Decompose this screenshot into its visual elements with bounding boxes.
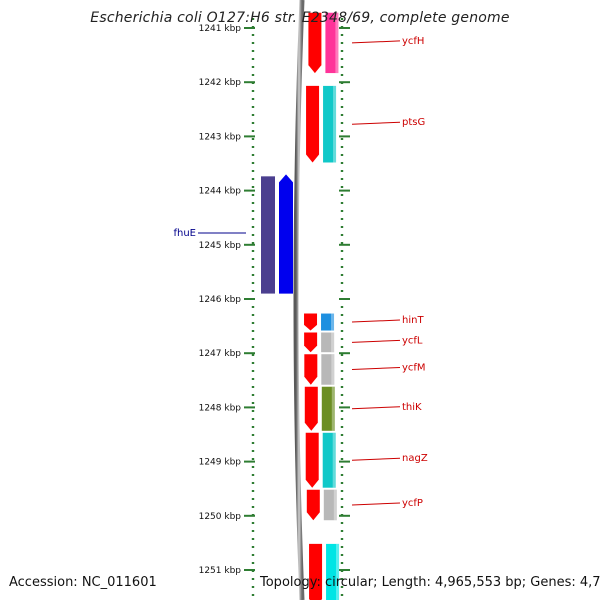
gene-arrow-forward — [306, 489, 320, 521]
gene-label-leader — [351, 121, 401, 125]
gene-label-leader — [351, 40, 401, 44]
gene-label-ycfM: ycfM — [402, 362, 426, 373]
tick-label: 1249 kbp — [199, 458, 242, 468]
gene-cog-block — [321, 313, 335, 331]
gene-cog-block — [321, 332, 335, 353]
gene-cog-block — [321, 386, 335, 431]
gene-cog-highlight — [331, 354, 335, 385]
tick-label: 1248 kbp — [199, 403, 242, 413]
gene-arrow-forward — [308, 12, 322, 74]
length-label: Length: 4,965,553 bp; — [381, 575, 527, 590]
tick-label: 1247 kbp — [199, 349, 242, 359]
gene-cog-block — [325, 12, 339, 74]
tick-label: 1245 kbp — [199, 241, 242, 251]
gene-label-leader — [351, 457, 401, 461]
tick-label: 1251 kbp — [199, 566, 242, 576]
tick-label: 1241 kbp — [199, 24, 242, 34]
gene-cog-highlight — [331, 332, 335, 353]
genome-summary: Topology: circular; Length: 4,965,553 bp… — [260, 575, 600, 590]
gene-arrow-forward — [309, 543, 323, 600]
tick-label: 1242 kbp — [199, 78, 242, 88]
gene-cog-block — [322, 432, 336, 488]
gene-cog-highlight — [336, 543, 340, 600]
gene-label-leader — [351, 502, 401, 506]
backbone-arc — [293, 0, 305, 600]
gene-labels: ycfH ptsG hinT ycfL ycfM thiK nagZ ycfP fhuE — [173, 36, 427, 509]
gene-cog-highlight — [333, 489, 337, 521]
gene-arrow-reverse — [279, 174, 293, 294]
gene-cog-highlight — [332, 432, 336, 488]
gene-arrow-forward — [304, 354, 318, 385]
gene-arrow-forward — [306, 85, 320, 163]
tick-label: 1246 kbp — [199, 295, 242, 305]
kbp-axis: 1241 kbp 1242 kbp 1243 kbp 1244 kbp 1245 kbp… — [199, 24, 350, 576]
gene-cog-block — [321, 354, 335, 385]
gene-count-label: Genes: 4,739 — [530, 575, 600, 590]
gene-label-leader — [351, 366, 401, 370]
gene-label-ycfH: ycfH — [402, 36, 424, 47]
tick-label: 1250 kbp — [199, 512, 242, 522]
gene-label-leader — [351, 319, 401, 323]
gene-cog-highlight — [331, 386, 335, 431]
topology-label: Topology: circular; — [260, 575, 378, 590]
gene-arrow-forward — [305, 432, 319, 488]
gene-cog-block — [323, 489, 337, 521]
gene-cog-block — [326, 543, 340, 600]
gene-cog-block — [261, 176, 275, 294]
tick-label: 1244 kbp — [199, 187, 242, 197]
tick-label: 1243 kbp — [199, 132, 242, 142]
gene-tracks — [261, 12, 340, 600]
page-title: Escherichia coli O127:H6 str. E2348/69, … — [90, 10, 510, 26]
gene-label-fhuE: fhuE — [173, 228, 196, 239]
dotted-guides — [251, 18, 344, 600]
gene-arrow-forward — [304, 332, 318, 353]
gene-label-leader — [351, 339, 401, 343]
gene-cog-block — [323, 85, 337, 163]
gene-label-ptsG: ptsG — [402, 117, 425, 128]
genome-backbone — [293, 0, 305, 600]
gene-label-hinT: hinT — [402, 315, 424, 326]
gene-cog-highlight — [335, 12, 339, 74]
gene-cog-highlight — [333, 85, 337, 163]
gene-cog-highlight — [331, 313, 335, 331]
gene-label-leader — [351, 406, 401, 410]
accession-label: Accession: NC_011601 — [9, 575, 157, 590]
gene-label-thiK: thiK — [402, 402, 422, 413]
gene-arrow-forward — [304, 313, 318, 331]
gene-label-nagZ: nagZ — [402, 453, 428, 464]
gene-arrow-forward — [304, 386, 318, 431]
gene-label-ycfP: ycfP — [402, 498, 423, 509]
gene-label-ycfL: ycfL — [402, 335, 423, 346]
